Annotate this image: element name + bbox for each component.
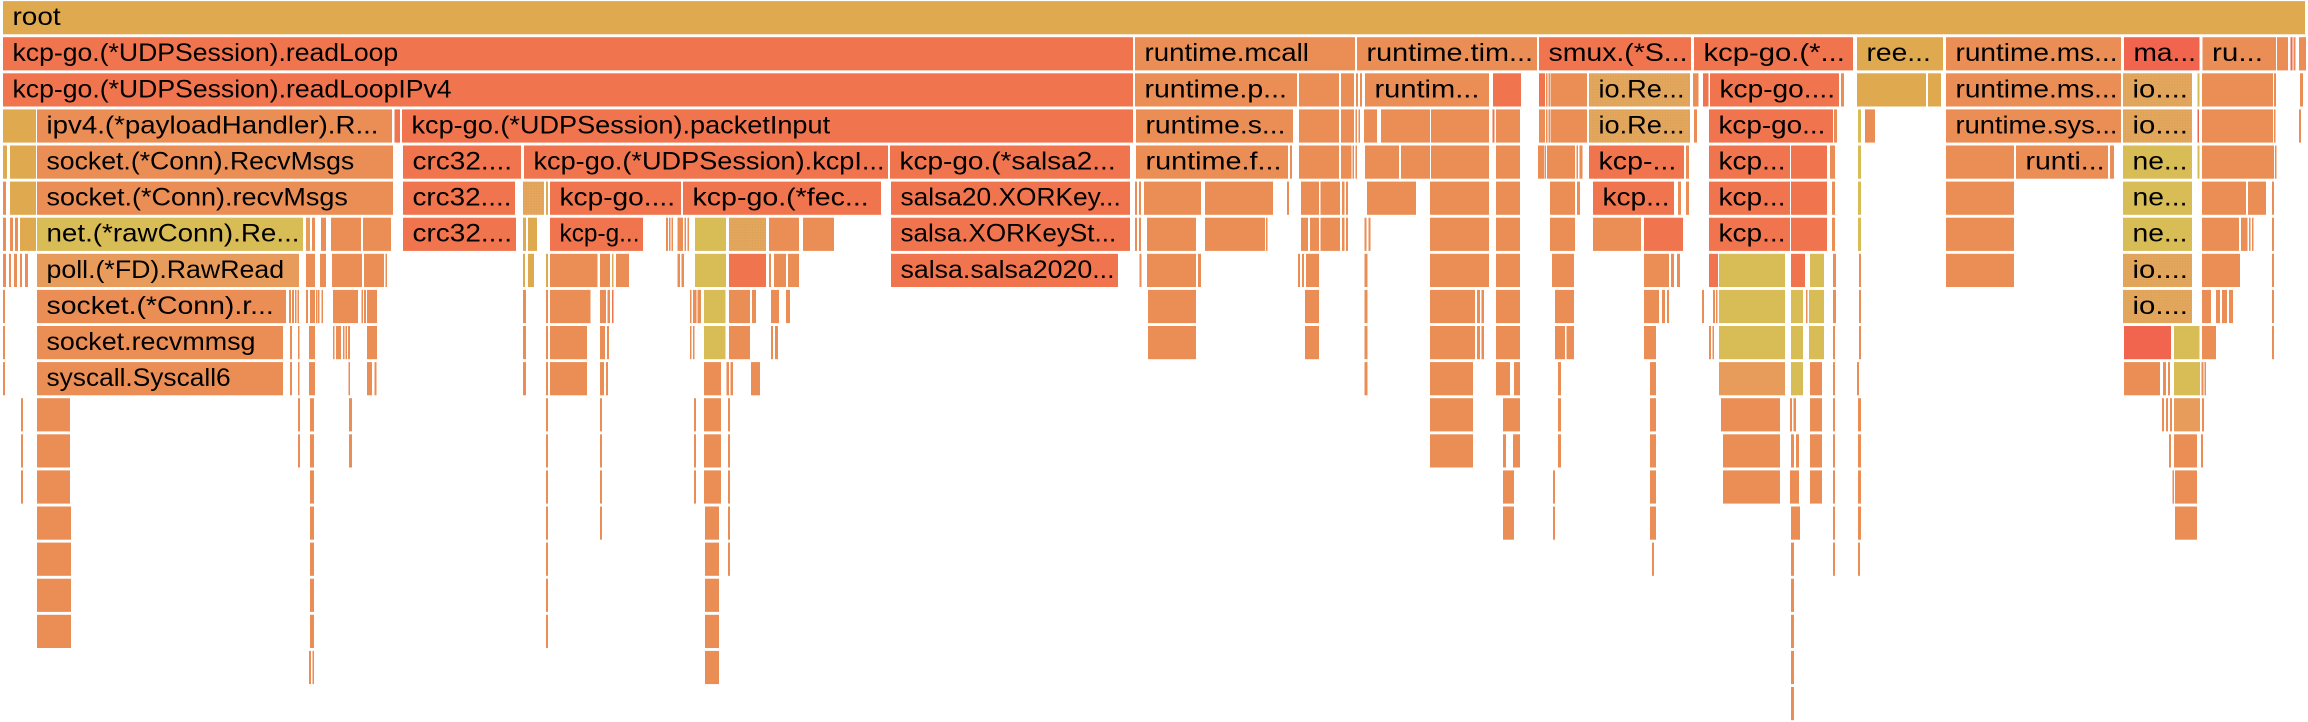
svg-text:runtim...: runtim...: [1375, 75, 1480, 103]
svg-text:kcp-go....: kcp-go....: [1720, 75, 1836, 103]
svg-text:runtime.f...: runtime.f...: [1146, 148, 1282, 176]
svg-text:kcp...: kcp...: [1719, 148, 1786, 176]
svg-text:syscall.Syscall6: syscall.Syscall6: [47, 364, 231, 392]
svg-text:runtime.mcall: runtime.mcall: [1145, 39, 1309, 67]
svg-text:ru...: ru...: [2212, 39, 2263, 67]
svg-text:socket.(*Conn).r...: socket.(*Conn).r...: [47, 292, 274, 320]
svg-text:kcp-go.(*UDPSession).packetInp: kcp-go.(*UDPSession).packetInput: [412, 111, 831, 139]
svg-text:kcp...: kcp...: [1603, 184, 1670, 212]
svg-text:socket.(*Conn).recvMsgs: socket.(*Conn).recvMsgs: [47, 184, 348, 212]
svg-text:ipv4.(*payloadHandler).R...: ipv4.(*payloadHandler).R...: [47, 111, 379, 139]
svg-text:kcp-go.(*...: kcp-go.(*...: [1704, 39, 1845, 67]
svg-text:ne...: ne...: [2133, 148, 2188, 176]
svg-text:kcp-go.(*fec...: kcp-go.(*fec...: [693, 184, 869, 212]
svg-text:io.Re...: io.Re...: [1599, 75, 1685, 103]
svg-text:runtime.ms...: runtime.ms...: [1956, 39, 2118, 67]
svg-text:kcp...: kcp...: [1719, 184, 1786, 212]
svg-text:runtime.sys...: runtime.sys...: [1956, 111, 2118, 139]
svg-text:runtime.p...: runtime.p...: [1145, 75, 1287, 103]
svg-text:salsa.salsa2020...: salsa.salsa2020...: [901, 256, 1115, 284]
svg-text:poll.(*FD).RawRead: poll.(*FD).RawRead: [47, 256, 285, 284]
svg-text:crc32....: crc32....: [413, 184, 512, 212]
svg-text:kcp-go.(*UDPSession).readLoop: kcp-go.(*UDPSession).readLoop: [13, 39, 399, 67]
svg-text:crc32....: crc32....: [413, 220, 513, 248]
svg-text:kcp-go...: kcp-go...: [1719, 111, 1826, 139]
svg-text:io....: io....: [2133, 111, 2188, 139]
svg-text:ree...: ree...: [1867, 39, 1931, 67]
svg-text:ne...: ne...: [2133, 220, 2188, 248]
svg-text:salsa20.XORKey...: salsa20.XORKey...: [901, 184, 1121, 212]
svg-text:kcp-go.(*UDPSession).readLoopI: kcp-go.(*UDPSession).readLoopIPv4: [13, 75, 452, 103]
svg-text:socket.(*Conn).RecvMsgs: socket.(*Conn).RecvMsgs: [47, 148, 355, 176]
svg-text:kcp-go.(*salsa2...: kcp-go.(*salsa2...: [900, 148, 1116, 176]
svg-text:ne...: ne...: [2133, 184, 2188, 212]
svg-text:io....: io....: [2133, 256, 2188, 284]
svg-text:crc32....: crc32....: [413, 148, 513, 176]
svg-text:salsa.XORKeySt...: salsa.XORKeySt...: [901, 220, 1117, 248]
svg-text:kcp-g...: kcp-g...: [560, 220, 640, 248]
svg-text:smux.(*S...: smux.(*S...: [1549, 39, 1688, 67]
svg-text:kcp-...: kcp-...: [1599, 148, 1677, 176]
svg-text:ma...: ma...: [2134, 39, 2197, 67]
svg-text:root: root: [13, 3, 61, 31]
svg-text:kcp...: kcp...: [1719, 220, 1786, 248]
svg-text:io....: io....: [2133, 292, 2188, 320]
svg-text:socket.recvmmsg: socket.recvmmsg: [47, 328, 256, 356]
svg-text:io.Re...: io.Re...: [1599, 111, 1685, 139]
svg-text:runtime.s...: runtime.s...: [1146, 111, 1286, 139]
svg-text:kcp-go....: kcp-go....: [560, 184, 676, 212]
svg-text:net.(*rawConn).Re...: net.(*rawConn).Re...: [47, 220, 300, 248]
svg-text:runtime.ms...: runtime.ms...: [1956, 75, 2118, 103]
svg-text:runtime.tim...: runtime.tim...: [1367, 39, 1534, 67]
svg-text:runti...: runti...: [2026, 148, 2105, 176]
svg-text:kcp-go.(*UDPSession).kcpI...: kcp-go.(*UDPSession).kcpI...: [534, 148, 885, 176]
svg-text:io....: io....: [2133, 75, 2188, 103]
